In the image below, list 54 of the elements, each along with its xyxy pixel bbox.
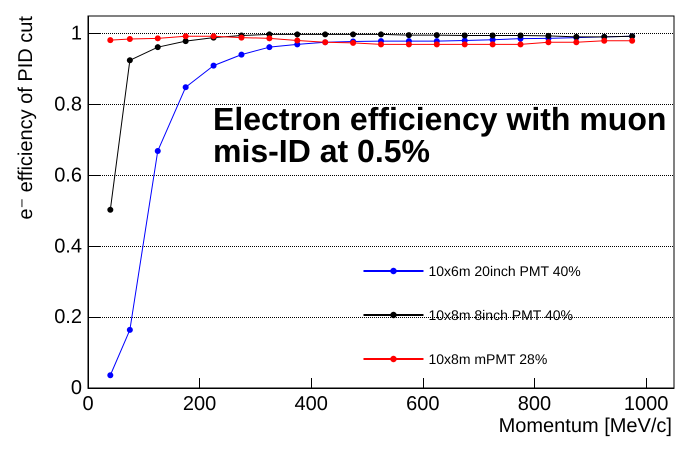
point [490,32,496,38]
y-tick-label: 1 [70,22,82,45]
point [629,38,636,44]
point [434,32,440,38]
point [490,41,496,48]
point [518,41,524,48]
point [573,39,580,46]
y-tick-label: 0.2 [54,306,82,328]
point [601,38,608,44]
point [406,32,412,38]
point [266,35,272,42]
point [154,148,161,154]
point [378,41,384,48]
y-tick-label: 0.4 [54,235,82,258]
point [126,326,133,333]
point [154,44,161,50]
point [107,37,114,44]
point [182,84,189,90]
point [182,38,189,44]
point [126,36,133,42]
point [294,37,300,44]
y-tick-label: 0 [70,377,82,399]
point [107,206,114,213]
point [322,31,328,38]
x-tick-label: 400 [294,393,328,415]
point [238,34,244,41]
point [350,31,356,38]
point [406,41,412,48]
point [294,31,300,38]
point [266,44,272,50]
point [434,41,440,48]
point [545,32,552,39]
point [107,372,114,378]
x-axis-title: Momentum [MeV/c] [498,415,672,437]
point [378,31,384,38]
y-tick-label: 0.6 [54,164,82,186]
legend-label: 10x6m 20inch PMT 40% [428,263,581,279]
point [210,62,217,69]
x-tick-label: 1000 [624,393,668,415]
point [126,57,133,64]
x-tick-label: 800 [518,393,552,415]
point [154,35,161,42]
x-tick-label: 200 [182,393,216,415]
x-tick-label: 600 [406,393,440,415]
point [462,32,468,38]
y-axis-title: e⁻ efficiency of PID cut [15,16,37,220]
point [182,33,189,40]
point [238,52,244,58]
annotation: Electron efficiency with muon mis-ID at 0.5% [213,101,676,169]
point [545,39,552,46]
point [462,41,468,48]
legend-label: 10x8m mPMT 28% [428,351,548,367]
point [518,32,524,38]
y-tick-label: 0.8 [54,94,82,116]
